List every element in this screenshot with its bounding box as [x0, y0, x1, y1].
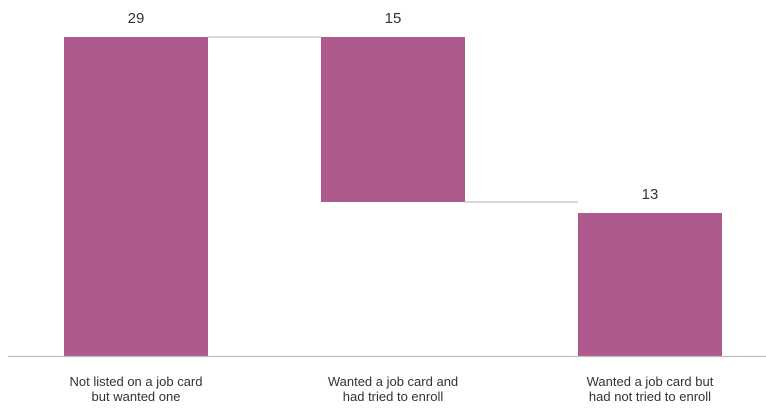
bar-1 — [64, 37, 208, 356]
x-tick-label-3: Wanted a job card but had not tried to en… — [587, 374, 714, 404]
x-tick-label-3-line-2: had not tried to enroll — [589, 389, 711, 404]
x-tick-label-1-line-2: but wanted one — [92, 389, 181, 404]
x-tick-labels: Not listed on a job card but wanted one Wa… — [70, 374, 714, 404]
bar-2 — [321, 37, 465, 202]
x-tick-label-1-line-1: Not listed on a job card — [70, 374, 203, 389]
x-tick-label-2: Wanted a job card and had tried to enroll — [328, 374, 458, 404]
connector-lines — [208, 36, 578, 203]
value-label-1: 29 — [128, 10, 145, 27]
value-labels: 29 15 13 — [128, 10, 659, 203]
value-label-2: 15 — [385, 10, 402, 27]
bar-3 — [578, 213, 722, 356]
x-tick-label-2-line-2: had tried to enroll — [343, 389, 444, 404]
bars — [64, 37, 722, 356]
x-tick-label-2-line-1: Wanted a job card and — [328, 374, 458, 389]
x-tick-label-1: Not listed on a job card but wanted one — [70, 374, 203, 404]
x-tick-label-3-line-1: Wanted a job card but — [587, 374, 714, 389]
value-label-3: 13 — [642, 186, 659, 203]
